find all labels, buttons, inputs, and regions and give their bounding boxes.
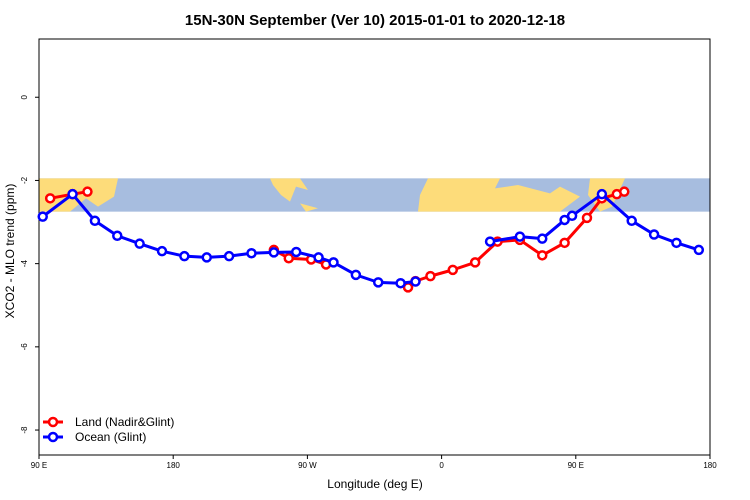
legend-ocean-marker: [47, 431, 59, 443]
map-land-africa: [418, 178, 580, 212]
land-series-point: [425, 270, 436, 282]
ocean-series-point: [223, 250, 235, 262]
ocean-series-point: [566, 210, 578, 222]
y-axis-label: XCO2 - MLO trend (ppm): [3, 184, 17, 319]
ocean-series-point: [372, 277, 384, 288]
ocean-series-point: [648, 229, 660, 240]
legend-land-marker: [47, 416, 59, 428]
x-tick-label: 0: [439, 461, 444, 470]
ocean-series-point: [67, 188, 78, 200]
legend: Land (Nadir&Glint) Ocean (Glint): [43, 415, 174, 444]
ocean-series-point: [484, 236, 496, 247]
ocean-series-point: [290, 246, 302, 258]
land-series-point: [581, 212, 593, 224]
y-axis: 0 -2 -4 -6 -8: [20, 94, 39, 434]
land-series-point: [469, 257, 481, 268]
ocean-series-point: [559, 214, 570, 226]
y-tick-label: 0: [20, 94, 29, 99]
chart-title: 15N-30N September (Ver 10) 2015-01-01 to…: [185, 12, 565, 29]
ocean-series-point: [112, 230, 123, 242]
ocean-series-point: [134, 238, 145, 249]
land-series-point: [44, 193, 56, 204]
ocean-series-point: [268, 247, 280, 258]
land-series-point: [283, 252, 295, 264]
land-series-point: [82, 186, 93, 197]
ocean-series-point: [410, 276, 421, 287]
ocean-series-point: [596, 188, 608, 200]
ocean-series-point: [671, 237, 682, 249]
ocean-series-point: [350, 269, 362, 281]
land-series-point: [619, 186, 630, 197]
series-layer: [37, 186, 705, 293]
map-land-caribbean: [300, 203, 318, 212]
y-tick-label: -2: [20, 176, 29, 184]
ocean-series-point: [537, 233, 548, 244]
land-series-point: [537, 250, 548, 261]
ocean-series-point: [201, 252, 212, 263]
ocean-series-point: [246, 247, 257, 259]
y-tick-label: -6: [20, 343, 29, 351]
ocean-series-point: [37, 211, 48, 222]
y-tick-label: -8: [20, 426, 29, 434]
map-land-america: [270, 178, 308, 202]
ocean-series-point: [156, 245, 168, 257]
x-tick-label: 90 W: [298, 461, 317, 470]
x-tick-label: 180: [167, 461, 181, 470]
ocean-series-point: [626, 215, 637, 227]
ocean-series-point: [179, 250, 190, 262]
ocean-series-point: [693, 244, 705, 256]
ocean-series-point: [89, 215, 101, 227]
plot-frame: [38, 38, 711, 456]
legend-land-label: Land (Nadir&Glint): [75, 415, 174, 429]
ocean-series-point: [395, 277, 406, 289]
x-axis: 90 E 180 90 W 0 90 E 180: [31, 455, 717, 470]
land-series-point: [559, 237, 570, 249]
land-series-point: [447, 264, 459, 276]
x-tick-label: 180: [703, 461, 717, 470]
legend-ocean-label: Ocean (Glint): [75, 430, 146, 444]
x-tick-label: 90 E: [31, 461, 47, 470]
x-tick-label: 90 E: [568, 461, 584, 470]
ocean-series-point: [328, 257, 339, 268]
x-axis-label: Longitude (deg E): [327, 477, 422, 491]
y-tick-label: -4: [20, 260, 29, 268]
ocean-series-point: [313, 252, 324, 263]
ocean-series-point: [514, 231, 526, 242]
ocean-series-line: [489, 192, 700, 252]
